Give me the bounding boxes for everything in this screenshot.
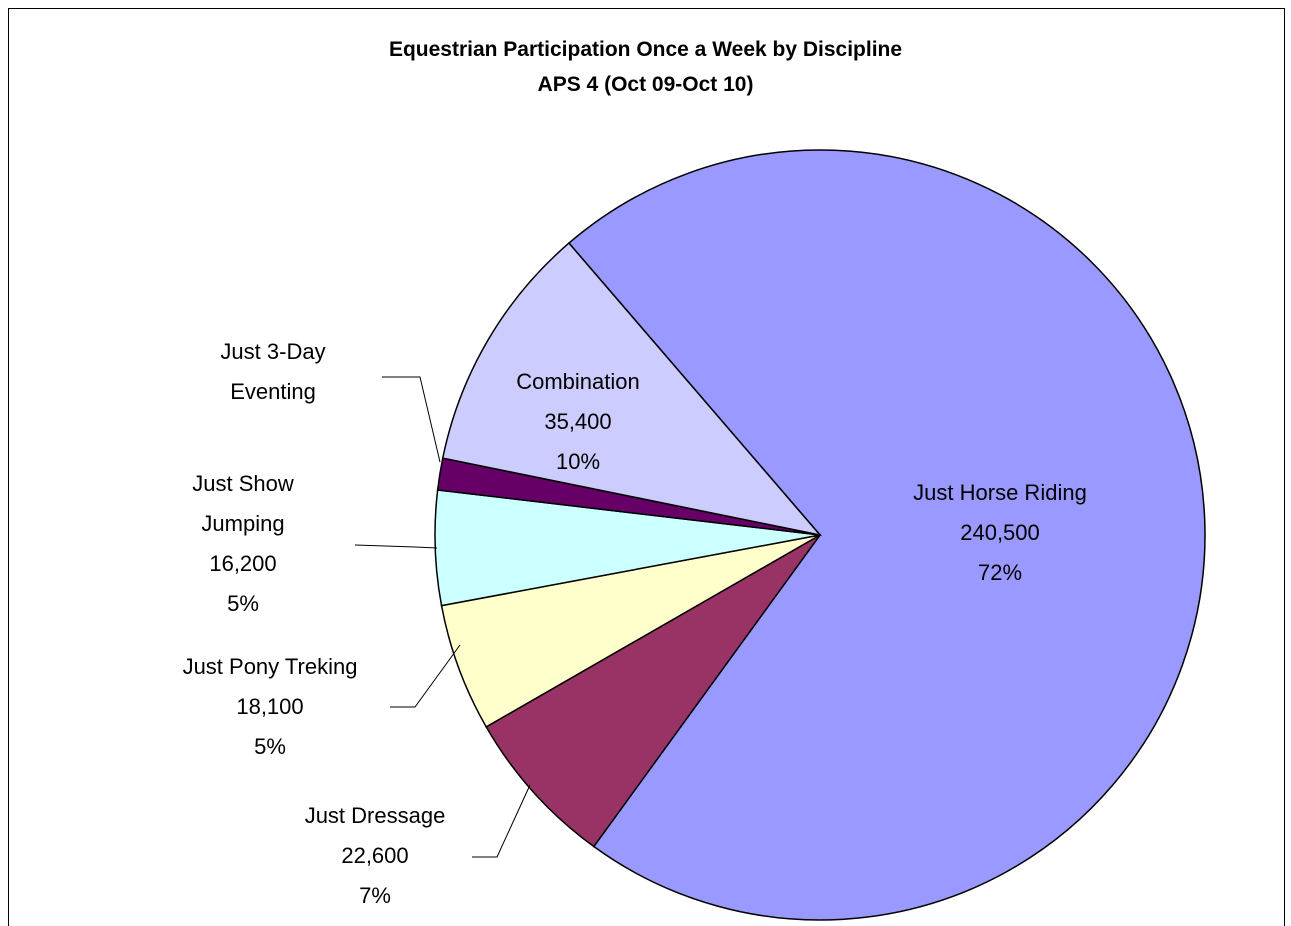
chart-title: Equestrian Participation Once a Week by … — [388, 38, 903, 61]
chart-subtitle: APS 4 (Oct 09-Oct 10) — [537, 73, 754, 96]
pie-slice — [567, 149, 1206, 921]
slice-label: Just Horse Riding 240,500 72% — [850, 473, 1150, 593]
label-percent: 7% — [359, 883, 391, 908]
slice-label: Just Show Jumping 16,200 5% — [168, 464, 318, 624]
label-percent: 5% — [254, 734, 286, 759]
pie-slice — [441, 242, 822, 537]
slice-label: Just Dressage 22,600 7% — [245, 796, 505, 916]
leader-line — [472, 784, 531, 858]
label-value: 16,200 — [209, 551, 277, 576]
label-name: Just Dressage — [304, 803, 446, 828]
label-value: 240,500 — [960, 520, 1040, 545]
slice-label: Just Pony Treking 18,100 5% — [140, 647, 400, 767]
label-percent: 72% — [977, 560, 1023, 585]
label-value: 22,600 — [341, 843, 409, 868]
label-name: Just Show Jumping — [192, 471, 294, 536]
label-name: Just 3-Day Eventing — [220, 339, 326, 404]
label-name: Just Pony Treking — [182, 654, 358, 679]
slice-label: Just 3-Day Eventing — [198, 332, 348, 412]
leader-line — [382, 376, 441, 463]
leader-line — [354, 544, 438, 549]
label-name: Just Horse Riding — [913, 480, 1087, 505]
label-percent: 5% — [227, 591, 259, 616]
label-name: Combination — [516, 369, 640, 394]
label-value: 18,100 — [236, 694, 304, 719]
pie-slice — [485, 534, 821, 848]
label-value: 35,400 — [544, 409, 612, 434]
slice-label: Combination 35,400 10% — [478, 362, 678, 482]
leader-line — [390, 644, 461, 708]
label-percent: 10% — [555, 449, 601, 474]
